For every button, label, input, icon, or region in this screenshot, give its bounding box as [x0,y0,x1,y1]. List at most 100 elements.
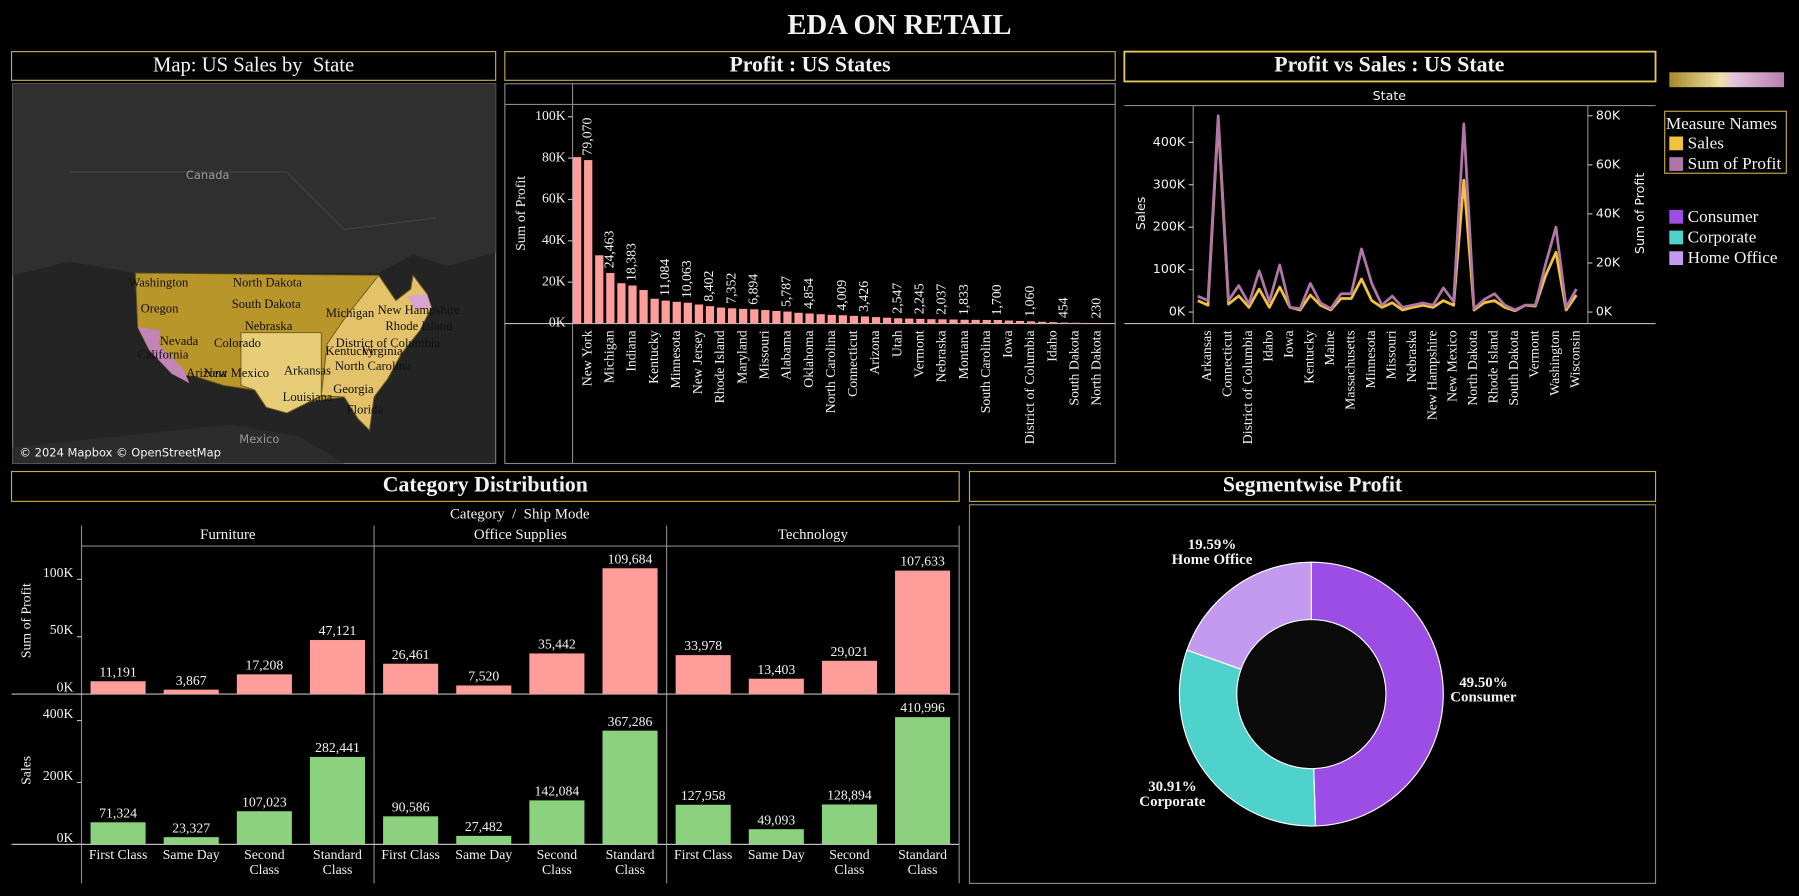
value-label: 410,996 [900,700,945,715]
panel-title: Segmentwise Profit [1223,472,1403,496]
bar [739,308,748,324]
x-tick-label: Rhode Island [712,330,727,403]
value-label: 10,063 [679,260,694,298]
value-label: 29,021 [831,644,869,659]
bar [572,157,582,324]
y-tick-label: 0K [57,680,74,695]
place-label: Canada [186,168,230,182]
x-tick-label: Standard Class [313,847,362,877]
x-tick-label: New Mexico [1445,330,1460,402]
bar [163,689,219,695]
x-tick-label: Wisconsin [1568,330,1583,388]
value-label: 2,037 [934,284,949,315]
panel-label: Furniture [200,527,256,543]
legend-label: Corporate [1688,228,1757,247]
value-label: 30.91% [1148,779,1196,795]
legend-label: Consumer [1688,207,1759,226]
x-tick-label: Standard Class [606,847,655,877]
bar [905,318,914,324]
value-label: 7,520 [468,669,499,684]
x-tick-label: Utah [889,330,904,357]
y-tick-label: 300K [1153,176,1186,191]
value-label: 71,324 [99,805,137,820]
x-tick-label: Same Day [455,847,512,862]
bar [236,811,292,845]
x-tick-label: Same Day [163,847,220,862]
donut-hole [1237,620,1385,768]
panel-header-label: Category / Ship Mode [450,507,590,523]
value-label: 4,854 [801,278,816,309]
state-label: Arizona [186,366,227,380]
bar [675,804,731,845]
panel-title: Profit vs Sales : US State [1274,53,1504,77]
bar [163,837,219,845]
x-tick-label: Indiana [624,330,639,371]
y-axis-title: Sales [19,756,34,785]
x-tick-label: Second Class [537,847,578,877]
segment-label: Home Office [1172,552,1253,568]
y2-tick-label: 40K [1596,205,1621,220]
legend-swatch [1669,157,1684,171]
x-tick-label: Arkansas [1199,330,1214,381]
bar [456,835,512,845]
place-label: Mexico [239,432,279,446]
bar [827,314,836,324]
bar [309,756,366,845]
color-ramp [1669,72,1785,88]
state-label: New Mexico [204,366,269,380]
segment-label: Consumer [1450,690,1517,706]
value-label: 19.59% [1188,537,1236,553]
bar [772,310,781,324]
x-tick-label: Maine [1322,330,1337,365]
x-tick-label: North Dakota [1089,330,1104,405]
bar [1015,320,1025,324]
x-axis-title: State [1373,88,1407,103]
value-label: 2,245 [911,283,926,314]
y-tick-label: 50K [50,622,74,637]
value-label: 47,121 [319,623,357,638]
x-tick-label: Maryland [734,330,749,384]
bar [90,822,146,845]
x-tick-label: Washington [1547,330,1562,395]
donut-segment [1178,649,1317,827]
line-series [1197,114,1578,312]
bar [916,318,925,324]
bar [805,313,814,324]
panel-label: Office Supplies [474,527,567,543]
bar [783,311,792,324]
bar [1026,321,1036,324]
bar [871,317,881,324]
bar [672,301,681,324]
state-label: District of Columbia [336,336,441,350]
x-tick-label: First Class [381,847,439,862]
state-label: Kentucky [325,344,375,358]
y2-tick-label: 20K [1596,254,1621,269]
state-label: Florida [347,403,384,417]
value-label: 454 [1055,297,1070,318]
x-tick-label: New Hampshire [1424,330,1439,420]
x-tick-label: North Carolina [823,330,838,413]
panel-title: Map: US Sales by State [153,54,354,76]
bar [661,300,670,324]
value-label: 107,633 [900,554,945,569]
x-tick-label: First Class [674,847,732,862]
x-tick-label: Standard Class [898,847,947,877]
x-tick-label: Montana [956,330,971,379]
legend-swatch [1669,230,1684,245]
legend-swatch [1669,251,1684,266]
y-tick-label: 400K [1153,134,1186,149]
bar [1004,320,1014,324]
x-tick-label: Massachusetts [1342,330,1357,409]
value-label: 6,894 [745,274,760,305]
x-tick-label: North Dakota [1465,330,1480,405]
us-states-east [320,274,432,432]
bar [860,316,870,324]
panel-header [10,470,960,502]
donut-segment [1310,561,1444,827]
value-label: 128,894 [827,788,872,803]
value-label: 5,787 [779,276,794,307]
bar [748,678,804,695]
value-label: 18,383 [624,243,639,281]
x-tick-label: Missouri [1383,330,1398,379]
